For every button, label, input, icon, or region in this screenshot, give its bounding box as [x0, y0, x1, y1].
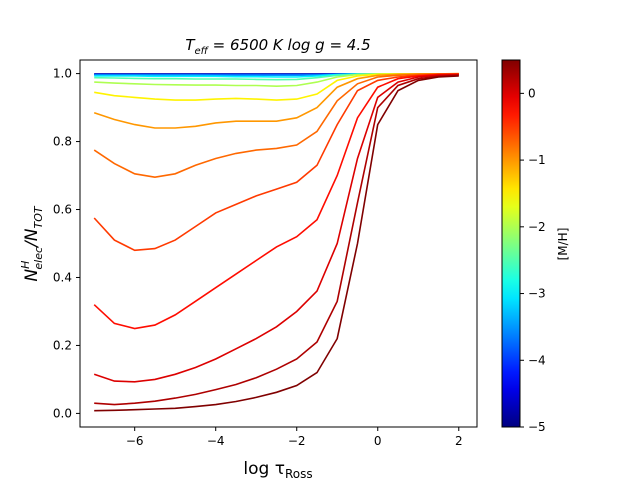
- colorbar: [501, 59, 521, 428]
- y-tick-label: 0.4: [53, 270, 72, 284]
- plot-frame: [79, 59, 478, 428]
- x-tick-label: −4: [207, 434, 225, 448]
- series-line-mh--0.5: [93, 73, 459, 252]
- colorbar-tick-label: −3: [528, 287, 546, 301]
- series-line-mh--1.0: [93, 72, 459, 129]
- series-lines: [93, 72, 459, 412]
- colorbar-axis: 0 −1 −2 −3 −4 −5: [520, 86, 546, 434]
- colorbar-tick-label: −1: [528, 153, 546, 167]
- y-tick-label: 0.8: [53, 135, 72, 149]
- colorbar-tick-label: 0: [528, 86, 536, 100]
- colorbar-tick-label: −4: [528, 353, 546, 367]
- colorbar-label: [M/H]: [556, 228, 570, 261]
- x-tick-label: 2: [455, 434, 463, 448]
- chart-title: Teff = 6500 K log g = 4.5: [185, 36, 370, 57]
- x-tick-label: 0: [374, 434, 382, 448]
- x-axis-label: log τRoss: [243, 459, 312, 480]
- series-line-mh-0.25: [94, 74, 459, 406]
- series-line-mh-0.0: [93, 73, 459, 383]
- y-tick-label: 0.2: [53, 338, 72, 352]
- y-tick-label: 0.0: [53, 406, 72, 420]
- y-axis-label: NHelec/NTOT: [19, 205, 45, 281]
- colorbar-tick-label: −2: [528, 220, 546, 234]
- colorbar-tick-label: −5: [528, 420, 546, 434]
- series-line-mh--0.25: [93, 73, 459, 330]
- x-axis: −6 −4 −2 0 2: [126, 427, 463, 448]
- series-line-mh--0.75: [93, 73, 459, 179]
- series-line-mh-0.5: [94, 75, 459, 412]
- x-tick-label: −6: [126, 434, 144, 448]
- y-tick-label: 1.0: [53, 67, 72, 81]
- y-tick-label: 0.6: [53, 203, 72, 217]
- x-tick-label: −2: [288, 434, 306, 448]
- y-axis: 0.0 0.2 0.4 0.6 0.8 1.0: [53, 67, 80, 420]
